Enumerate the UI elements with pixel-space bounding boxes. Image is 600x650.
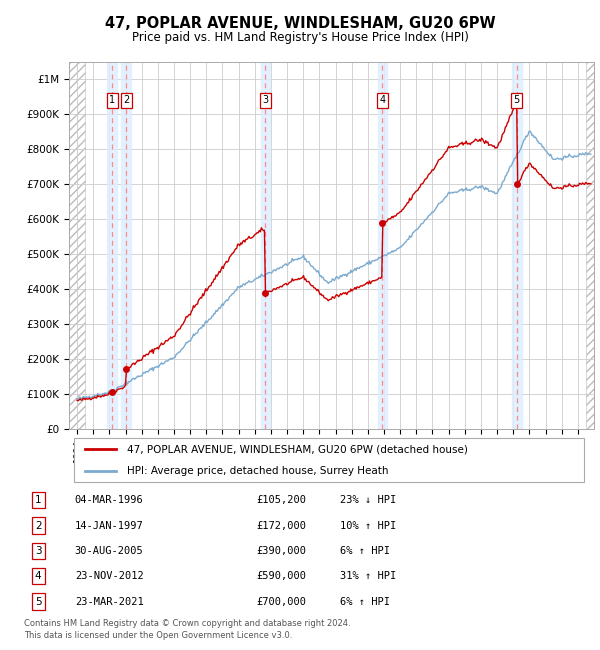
Text: 5: 5 bbox=[514, 96, 520, 105]
Text: 14-JAN-1997: 14-JAN-1997 bbox=[75, 521, 143, 530]
Text: 04-MAR-1996: 04-MAR-1996 bbox=[75, 495, 143, 505]
Text: 3: 3 bbox=[262, 96, 268, 105]
Bar bbox=[512, 62, 521, 429]
Text: 1: 1 bbox=[109, 96, 115, 105]
Text: HPI: Average price, detached house, Surrey Heath: HPI: Average price, detached house, Surr… bbox=[127, 465, 388, 476]
Bar bbox=[586, 62, 594, 429]
Bar bbox=[377, 62, 387, 429]
Text: 6% ↑ HPI: 6% ↑ HPI bbox=[340, 546, 390, 556]
Bar bbox=[69, 62, 85, 429]
Text: 23% ↓ HPI: 23% ↓ HPI bbox=[340, 495, 396, 505]
Text: 47, POPLAR AVENUE, WINDLESHAM, GU20 6PW (detached house): 47, POPLAR AVENUE, WINDLESHAM, GU20 6PW … bbox=[127, 444, 467, 454]
Text: This data is licensed under the Open Government Licence v3.0.: This data is licensed under the Open Gov… bbox=[24, 630, 292, 640]
Text: £105,200: £105,200 bbox=[256, 495, 306, 505]
Text: Contains HM Land Registry data © Crown copyright and database right 2024.: Contains HM Land Registry data © Crown c… bbox=[24, 619, 350, 628]
Bar bbox=[260, 62, 270, 429]
Text: 23-NOV-2012: 23-NOV-2012 bbox=[75, 571, 143, 581]
Text: 23-MAR-2021: 23-MAR-2021 bbox=[75, 597, 143, 606]
Text: 6% ↑ HPI: 6% ↑ HPI bbox=[340, 597, 390, 606]
Text: 31% ↑ HPI: 31% ↑ HPI bbox=[340, 571, 396, 581]
Text: 30-AUG-2005: 30-AUG-2005 bbox=[75, 546, 143, 556]
Bar bbox=[107, 62, 117, 429]
Text: £700,000: £700,000 bbox=[256, 597, 306, 606]
Text: 2: 2 bbox=[123, 96, 130, 105]
Text: Price paid vs. HM Land Registry's House Price Index (HPI): Price paid vs. HM Land Registry's House … bbox=[131, 31, 469, 44]
Text: 3: 3 bbox=[35, 546, 41, 556]
Text: £590,000: £590,000 bbox=[256, 571, 306, 581]
Text: 2: 2 bbox=[35, 521, 41, 530]
Text: 47, POPLAR AVENUE, WINDLESHAM, GU20 6PW: 47, POPLAR AVENUE, WINDLESHAM, GU20 6PW bbox=[104, 16, 496, 31]
FancyBboxPatch shape bbox=[74, 438, 583, 482]
Text: 10% ↑ HPI: 10% ↑ HPI bbox=[340, 521, 396, 530]
Text: £172,000: £172,000 bbox=[256, 521, 306, 530]
Text: 1: 1 bbox=[35, 495, 41, 505]
Text: £390,000: £390,000 bbox=[256, 546, 306, 556]
Text: 4: 4 bbox=[379, 96, 385, 105]
Text: 4: 4 bbox=[35, 571, 41, 581]
Bar bbox=[121, 62, 131, 429]
Text: 5: 5 bbox=[35, 597, 41, 606]
